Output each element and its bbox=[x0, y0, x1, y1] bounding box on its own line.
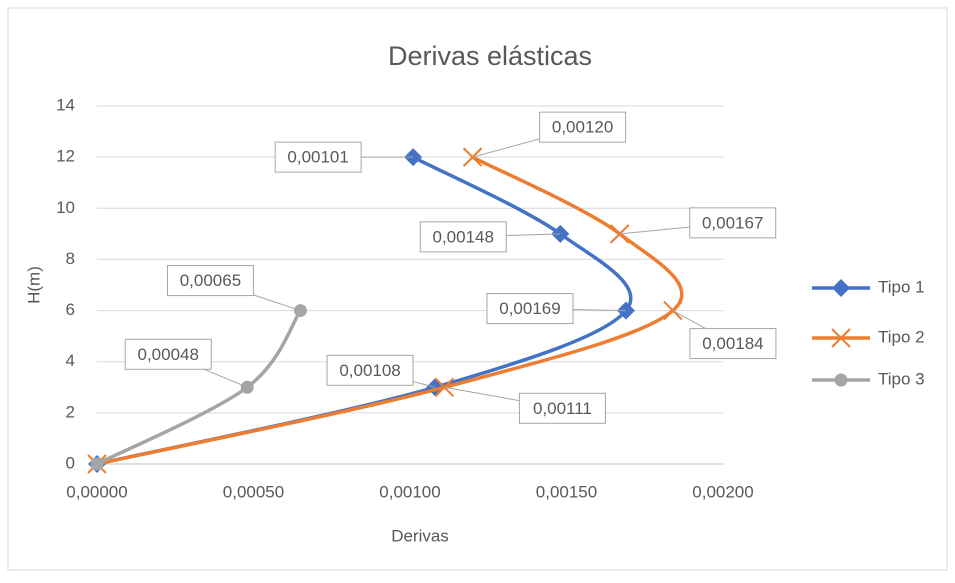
y-tick-label: 10 bbox=[56, 198, 75, 217]
data-label-box bbox=[539, 111, 627, 143]
data-label-box bbox=[518, 392, 606, 424]
y-tick-label: 14 bbox=[56, 95, 75, 114]
legend-marker bbox=[834, 373, 848, 387]
x-tick-label: 0,00000 bbox=[66, 482, 127, 501]
chart-title: Derivas elásticas bbox=[388, 41, 592, 71]
legend-label: Tipo 1 bbox=[878, 277, 925, 296]
x-tick-label: 0,00100 bbox=[379, 482, 440, 501]
data-label-box bbox=[166, 265, 254, 297]
y-tick-label: 12 bbox=[56, 147, 75, 166]
legend-label: Tipo 2 bbox=[878, 327, 925, 346]
series-line bbox=[96, 309, 302, 466]
y-tick-label: 4 bbox=[66, 351, 75, 370]
x-tick-label: 0,00200 bbox=[692, 482, 753, 501]
data-label: 0,00120 bbox=[552, 118, 613, 137]
data-label-box bbox=[486, 293, 574, 325]
data-label: 0,00048 bbox=[138, 345, 199, 364]
x-axis-title: Derivas bbox=[391, 526, 449, 545]
legend-marker bbox=[831, 328, 851, 348]
x-tick-label: 0,00050 bbox=[223, 482, 284, 501]
y-tick-label: 2 bbox=[66, 402, 75, 421]
marker bbox=[663, 300, 683, 321]
data-label: 0,00065 bbox=[180, 271, 241, 290]
y-tick-label: 8 bbox=[66, 249, 75, 268]
data-label-box bbox=[326, 354, 414, 386]
data-label: 0,00184 bbox=[702, 334, 763, 353]
data-label-box bbox=[689, 207, 777, 239]
data-label: 0,00148 bbox=[433, 227, 494, 246]
data-label-box bbox=[689, 328, 777, 360]
x-tick-label: 0,00150 bbox=[536, 482, 597, 501]
y-axis-title: H(m) bbox=[24, 266, 43, 304]
data-label-box bbox=[124, 338, 212, 370]
data-label: 0,00108 bbox=[339, 361, 400, 380]
data-label: 0,00167 bbox=[702, 213, 763, 232]
legend-marker bbox=[832, 279, 850, 297]
data-label-box bbox=[274, 141, 362, 173]
marker bbox=[462, 147, 483, 167]
chart-border bbox=[7, 7, 948, 571]
legend-label: Tipo 3 bbox=[878, 369, 925, 388]
data-label: 0,00169 bbox=[499, 299, 560, 318]
marker bbox=[90, 457, 104, 471]
data-label: 0,00111 bbox=[533, 399, 592, 418]
y-tick-label: 6 bbox=[66, 300, 75, 319]
data-label-box bbox=[419, 221, 507, 253]
data-label: 0,00101 bbox=[287, 148, 348, 167]
series-line bbox=[96, 155, 684, 466]
y-tick-label: 0 bbox=[66, 453, 75, 472]
